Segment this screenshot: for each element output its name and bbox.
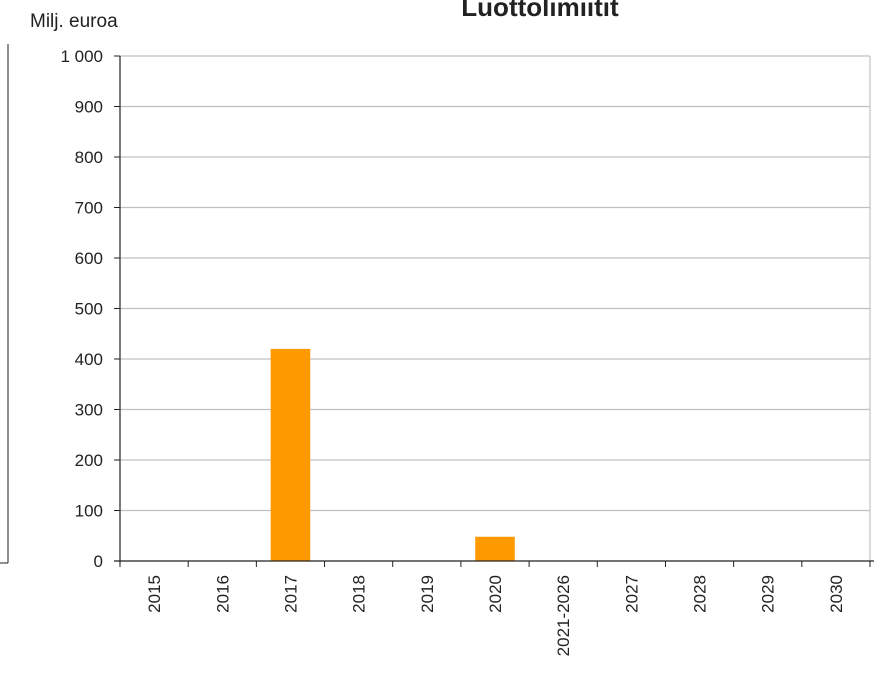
adjacent-chart-edge — [0, 44, 9, 564]
y-tick-label: 0 — [94, 552, 103, 571]
x-tick-label: 2028 — [691, 575, 710, 613]
x-tick-label: 2018 — [350, 575, 369, 613]
y-ticks: 0 100 200 300 400 500 600 700 800 900 1 000 — [60, 47, 120, 571]
x-tick-label: 2017 — [281, 575, 300, 613]
x-ticks: 2015 2016 2017 2018 2019 2020 2021-2026 2027 202… — [119, 561, 871, 656]
y-tick-label: 700 — [75, 199, 103, 218]
y-tick-label: 400 — [75, 350, 103, 369]
bar-2020 — [475, 536, 515, 561]
axes — [114, 56, 874, 563]
x-tick-label: 2016 — [213, 575, 232, 613]
y-axis-label: Milj. euroa — [30, 11, 118, 32]
y-tick-label: 100 — [75, 502, 103, 521]
y-tick-label: 1 000 — [60, 47, 103, 66]
y-tick-label: 800 — [75, 148, 103, 167]
x-tick-label: 2027 — [622, 575, 641, 613]
x-tick-label: 2019 — [418, 575, 437, 613]
chart-title: Luottolimiitit — [461, 0, 619, 22]
y-tick-label: 900 — [75, 98, 103, 117]
bar-2017 — [270, 348, 311, 561]
y-tick-label: 200 — [75, 451, 103, 470]
gridlines — [120, 55, 871, 561]
bars — [270, 348, 515, 561]
x-tick-label: 2030 — [827, 575, 846, 613]
y-tick-label: 600 — [75, 249, 103, 268]
y-tick-label: 300 — [75, 401, 103, 420]
x-tick-label: 2029 — [759, 575, 778, 613]
x-tick-label: 2020 — [486, 575, 505, 613]
y-tick-label: 500 — [75, 300, 103, 319]
x-tick-label: 2021-2026 — [554, 575, 573, 656]
x-tick-label: 2015 — [145, 575, 164, 613]
